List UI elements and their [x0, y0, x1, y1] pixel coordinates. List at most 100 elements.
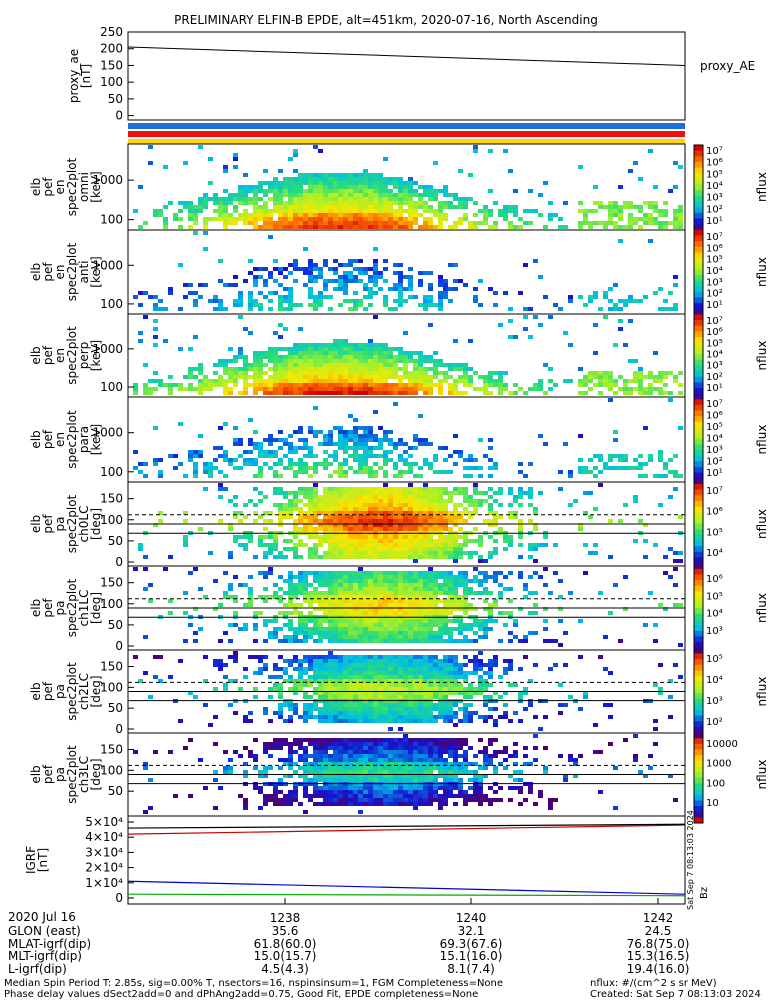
- colorbar-tick-label: 10⁴: [706, 266, 723, 277]
- colorbar-title: nflux: [755, 509, 769, 539]
- colorbar-segment: [694, 517, 703, 525]
- colorbar-segment: [694, 444, 703, 451]
- panel-ylabel: spec2plot: [65, 242, 79, 301]
- footer-row-value: 69.3(67.6): [439, 936, 503, 951]
- ytick-label: 100: [100, 297, 123, 311]
- colorbar-tick-label: 10³: [706, 696, 723, 707]
- ytick-label: 100: [100, 380, 123, 394]
- panel-ylabel: pef: [41, 429, 55, 449]
- colorbar-segment: [694, 207, 703, 214]
- colorbar-segment: [694, 173, 703, 180]
- colorbar-segment: [694, 574, 703, 581]
- footer-row-value: 8.1(7.4): [447, 961, 495, 976]
- colorbar-segment: [694, 523, 703, 530]
- panel-ylabel: elb: [29, 346, 43, 364]
- colorbar-title: nflux: [755, 341, 769, 371]
- panel-ylabel: spec2plot: [65, 578, 79, 637]
- colorbar-segment: [694, 393, 703, 400]
- colorbar-tick-label: 10000: [706, 739, 738, 750]
- footer-row-value: 15.1(16.0): [439, 949, 503, 963]
- colorbar-tick-label: 10⁵: [706, 422, 723, 433]
- colorbar-segment: [694, 636, 703, 643]
- panel-ylabel: spec2plot: [65, 157, 79, 216]
- ytick-label: 50: [108, 701, 123, 715]
- proxy-ae-tick-label: 0: [115, 109, 123, 123]
- panel-ylabel: pef: [41, 262, 55, 282]
- colorbar-segment: [694, 467, 703, 474]
- igrf-tick-label: 0: [115, 891, 123, 905]
- colorbar-segment: [694, 416, 703, 423]
- colorbar-segment: [694, 766, 703, 773]
- colorbar-segment: [694, 455, 703, 462]
- colorbar-segment: [694, 382, 703, 389]
- panel-ylabel: anti: [77, 261, 91, 284]
- footer-created: Created: Sat Sep 7 08:13:03 2024: [590, 989, 761, 1000]
- panel-ylabel: [deg]: [89, 508, 103, 540]
- igrf-tick-label: 1×10⁴: [85, 876, 123, 890]
- proxy-ae-line: [127, 46, 686, 66]
- ytick-label: 150: [100, 492, 123, 506]
- colorbar-segment: [694, 789, 703, 796]
- colorbar-segment: [694, 359, 703, 366]
- spectrogram-panel-1: [133, 145, 683, 229]
- igrf-series-0: [127, 824, 686, 835]
- colorbar-segment: [694, 704, 703, 711]
- panel-ylabel: elb: [29, 682, 43, 700]
- footer-units: nflux: #/(cm^2 s sr MeV): [590, 978, 717, 989]
- panel-ylabel: spec2plot: [65, 326, 79, 385]
- colorbar-segment: [694, 529, 703, 536]
- colorbar-tick-label: 10⁵: [706, 591, 723, 602]
- colorbar-segment: [694, 749, 703, 756]
- igrf-ylabel: [nT]: [36, 848, 50, 872]
- plot-title: PRELIMINARY ELFIN-B EPDE, alt=451km, 202…: [174, 13, 598, 27]
- colorbar-segment: [694, 387, 703, 395]
- colorbar-tick-label: 10⁶: [706, 327, 723, 338]
- ytick-label: 50: [108, 534, 123, 548]
- colorbar-segment: [694, 755, 703, 762]
- colorbar-tick-label: 10³: [706, 193, 723, 204]
- colorbar-tick-label: 10⁷: [706, 399, 723, 410]
- colorbar-segment: [694, 653, 703, 660]
- colorbar-tick-label: 10⁴: [706, 350, 723, 361]
- colorbar-title: nflux: [755, 425, 769, 455]
- colorbar-segment: [694, 421, 703, 428]
- colorbar-tick-label: 10²: [706, 204, 723, 215]
- panel-ylabel: en: [53, 180, 67, 195]
- colorbar-segment: [694, 563, 703, 570]
- panel-ylabel: elb: [29, 263, 43, 281]
- panel-ylabel: spec2plot: [65, 410, 79, 469]
- panel-ylabel: elb: [29, 430, 43, 448]
- colorbar-segment: [694, 286, 703, 293]
- colorbar-tick-label: 10⁷: [706, 232, 723, 243]
- colorbar-segment: [694, 687, 703, 694]
- igrf-legend: Bz: [699, 887, 710, 899]
- colorbar-segment: [694, 664, 703, 671]
- colorbar-segment: [694, 557, 703, 564]
- panel-ylabel: [deg]: [89, 676, 103, 708]
- ytick-label: 100: [100, 513, 123, 527]
- colorbar-segment: [694, 540, 703, 547]
- panel-ylabel: spec2plot: [65, 745, 79, 804]
- colorbar-tick-label: 10⁴: [706, 675, 723, 686]
- colorbar-segment: [694, 241, 703, 248]
- footer-row-value: 15.3(16.5): [626, 949, 690, 963]
- ytick-label: 1000: [92, 426, 123, 440]
- panel-ylabel: pa: [53, 601, 67, 616]
- panel-ylabel: spec2plot: [65, 494, 79, 553]
- colorbar-segment: [694, 404, 703, 412]
- colorbar-segment: [694, 489, 703, 496]
- colorbar-tick-label: 10⁵: [706, 169, 723, 180]
- time-tick-label: 1240: [456, 911, 487, 925]
- spectrogram-panel-2: [133, 231, 678, 311]
- colorbar-tick-label: 10¹: [706, 300, 723, 311]
- igrf-tick-label: 4×10⁴: [85, 830, 123, 844]
- ytick-label: 1000: [92, 173, 123, 187]
- colorbar-segment: [694, 811, 703, 818]
- colorbar-tick-label: 10⁵: [706, 255, 723, 266]
- colorbar-tick-label: 10⁵: [706, 527, 723, 538]
- colorbar-tick-label: 10³: [706, 361, 723, 372]
- colorbar-tick-label: 100: [706, 778, 725, 789]
- colorbar-segment: [694, 500, 703, 508]
- colorbar-segment: [694, 478, 703, 485]
- panel-ylabel: elb: [29, 765, 43, 783]
